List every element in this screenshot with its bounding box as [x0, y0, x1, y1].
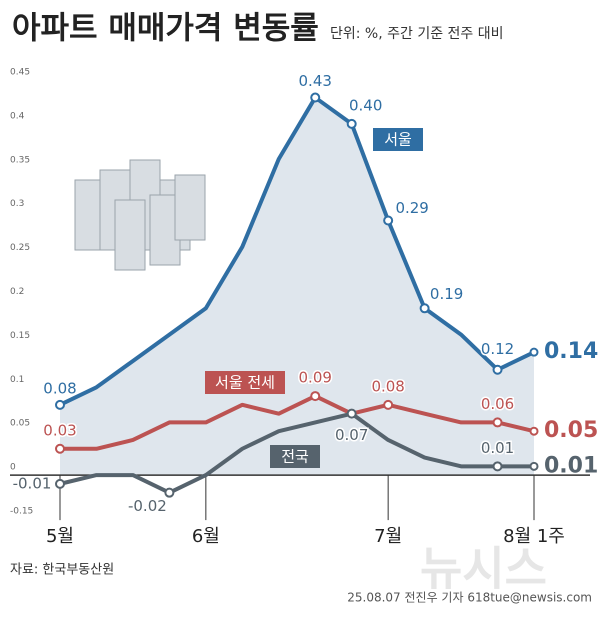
y-tick-label: 0: [10, 463, 16, 473]
series-line: [59, 411, 534, 495]
point: [346, 118, 357, 129]
point: [55, 399, 65, 410]
point: [55, 443, 65, 454]
value-label: 0.29: [395, 199, 428, 217]
point: [310, 391, 321, 402]
legend-label: 서울 전세: [215, 374, 275, 392]
y-tick-label: 0.05: [10, 419, 30, 429]
value-label: 0.07: [335, 426, 368, 444]
point: [529, 347, 539, 357]
y-tick-label: 0.2: [10, 287, 24, 297]
value-label: 0.06: [481, 395, 514, 413]
y-tick-label: 0.3: [10, 199, 24, 209]
chart-title: 아파트 매매가격 변동률: [12, 11, 319, 47]
y-tick-label: 0.35: [10, 155, 30, 165]
legend-box: [373, 128, 423, 151]
point: [55, 478, 65, 489]
legend-box: [270, 445, 320, 468]
legend-label: 서울: [384, 131, 412, 149]
value-label: 0.09: [299, 369, 332, 387]
point: [346, 408, 357, 419]
point: [529, 426, 539, 436]
x-tick-label: 8월 1주: [503, 526, 565, 547]
y-tick-label: 0.1: [10, 375, 24, 385]
value-label: 0.08: [371, 377, 404, 395]
point: [492, 364, 503, 375]
point: [164, 487, 175, 498]
point: [383, 215, 394, 226]
legend-label: 전국: [281, 448, 309, 466]
end-value-label: 0.05: [544, 418, 598, 443]
y-tick-label: -0.15: [10, 507, 33, 517]
value-label: 0.43: [299, 72, 332, 90]
source: 자료: 한국부동산원: [10, 563, 114, 578]
point: [310, 92, 321, 103]
y-tick-label: 0.45: [10, 68, 30, 78]
area: [60, 97, 534, 476]
series-line: [59, 95, 535, 407]
value-label: 0.19: [430, 285, 463, 303]
buildings-icon: [74, 159, 206, 271]
y-tick-label: 0.25: [10, 243, 30, 253]
point: [419, 303, 430, 314]
x-tick-label: 6월: [192, 526, 220, 547]
point: [492, 417, 503, 428]
point: [492, 461, 503, 472]
point: [529, 461, 539, 471]
watermark: 뉴시스: [420, 542, 547, 596]
end-value-label: 0.14: [544, 339, 598, 364]
point: [383, 399, 394, 410]
value-label: -0.02: [128, 497, 167, 515]
value-label: 0.01: [481, 439, 514, 457]
legend-box: [205, 371, 285, 394]
y-tick-label: 0.4: [10, 111, 25, 121]
value-label: 0.03: [43, 421, 76, 439]
value-label: 0.40: [349, 96, 382, 114]
value-label: 0.12: [481, 340, 514, 358]
chart-subtitle: 단위: %, 주간 기준 전주 대비: [330, 26, 504, 42]
series-line: [60, 394, 535, 451]
credit: 25.08.07 전진우 기자 618tue@newsis.com: [347, 591, 592, 605]
y-tick-label: 0.15: [10, 331, 30, 341]
x-tick-label: 5월: [46, 526, 74, 547]
value-label: -0.01: [13, 474, 52, 492]
end-value-label: 0.01: [544, 453, 598, 478]
x-tick-label: 7월: [374, 526, 402, 547]
value-label: 0.08: [43, 379, 76, 397]
